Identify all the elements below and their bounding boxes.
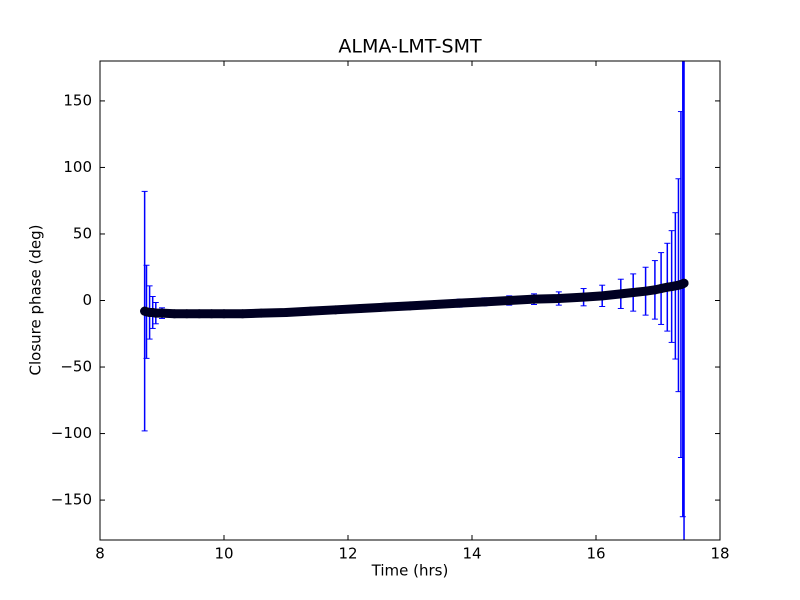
y-tick-label: 150 <box>63 91 92 109</box>
data-point <box>628 288 638 298</box>
x-tick-label: 10 <box>214 545 233 563</box>
y-axis-label: Closure phase (deg) <box>27 225 45 376</box>
x-tick-label: 8 <box>95 545 105 563</box>
x-axis-label: Time (hrs) <box>371 562 449 580</box>
data-point <box>219 309 229 319</box>
data-point <box>182 309 192 319</box>
data-point <box>597 291 607 301</box>
data-point <box>679 278 689 288</box>
y-tick-label: −100 <box>51 424 92 442</box>
y-tick-label: 50 <box>73 224 92 242</box>
data-point <box>405 301 415 311</box>
y-tick-label: 100 <box>63 158 92 176</box>
data-point <box>380 302 390 312</box>
data-point <box>529 294 539 304</box>
chart-title: ALMA-LMT-SMT <box>338 36 482 58</box>
data-point <box>194 309 204 319</box>
data-point <box>238 309 248 319</box>
data-point <box>151 308 161 318</box>
data-point <box>455 298 465 308</box>
data-point <box>207 309 217 319</box>
data-point <box>430 299 440 309</box>
data-point <box>306 306 316 316</box>
x-tick-label: 18 <box>710 545 729 563</box>
data-point <box>504 296 514 305</box>
plot-area <box>140 61 689 540</box>
data-point <box>281 307 291 317</box>
data-point <box>256 308 266 318</box>
data-point <box>616 289 626 299</box>
y-tick-label: 0 <box>82 291 92 309</box>
data-point <box>554 294 564 304</box>
y-tick-label: −150 <box>51 491 92 509</box>
data-point <box>479 297 489 307</box>
x-tick-label: 12 <box>338 545 357 563</box>
data-point <box>641 286 651 296</box>
x-tick-label: 16 <box>586 545 605 563</box>
data-point <box>331 305 341 315</box>
y-tick-label: −50 <box>60 358 92 376</box>
data-point <box>355 303 365 313</box>
x-tick-label: 14 <box>462 545 481 563</box>
data-point <box>157 308 167 318</box>
data-point <box>169 309 179 319</box>
data-point <box>579 292 589 302</box>
